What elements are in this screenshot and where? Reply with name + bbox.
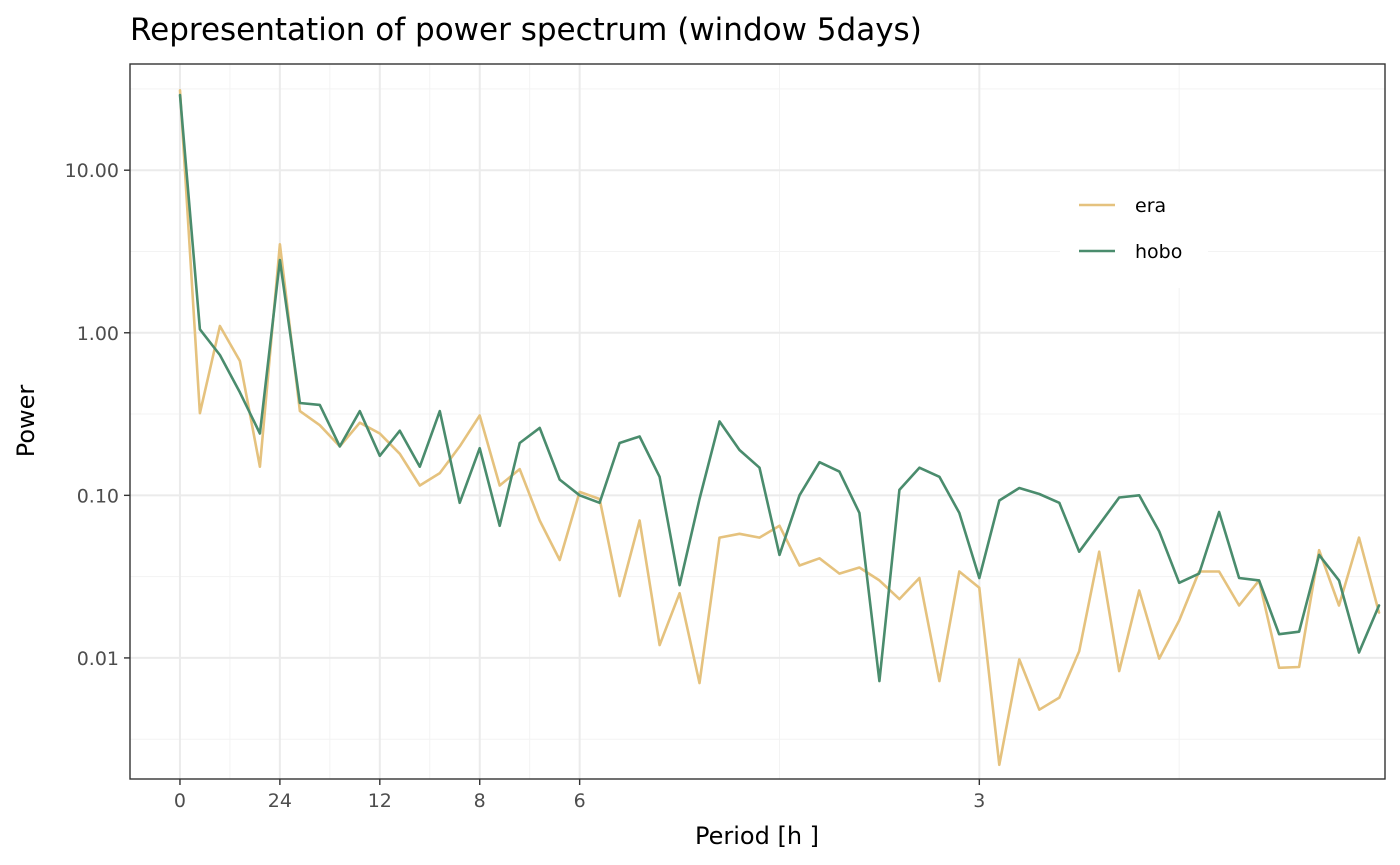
plot-series (178, 89, 1381, 767)
legend: era hobo (1060, 172, 1208, 288)
x-tick-label: 8 (474, 790, 486, 812)
x-tick-label: 0 (174, 790, 186, 812)
legend-label-hobo: hobo (1135, 241, 1182, 263)
x-tick-label: 24 (268, 790, 292, 812)
chart-title: Representation of power spectrum (window… (130, 12, 922, 48)
series-line-era (178, 89, 1381, 767)
grid (130, 64, 1385, 779)
y-tick-label: 10.00 (65, 160, 119, 182)
legend-label-era: era (1135, 195, 1166, 217)
legend-box (1060, 172, 1208, 288)
y-tick-label: 1.00 (77, 323, 119, 345)
x-tick-label: 12 (368, 790, 392, 812)
y-tick-label: 0.10 (77, 485, 119, 507)
series-line-hobo (178, 93, 1381, 683)
y-tick-label: 0.01 (77, 648, 119, 670)
axis-ticks: 0.01 0.10 1.00 10.00 0 24 12 8 6 3 (65, 160, 986, 812)
x-tick-label: 3 (973, 790, 985, 812)
plot-panel (129, 63, 1386, 780)
x-tick-label: 6 (574, 790, 586, 812)
y-axis-title: Power (12, 385, 40, 458)
x-axis-title: Period [h ] (695, 822, 819, 850)
